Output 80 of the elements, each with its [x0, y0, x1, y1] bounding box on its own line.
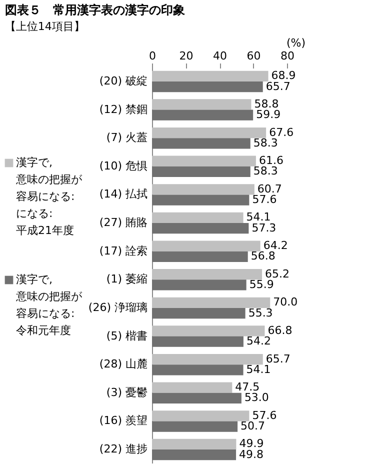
data-label: 65.7 [266, 80, 290, 93]
y-tick-label: (17) 詮索 [99, 244, 148, 258]
data-label: 57.6 [252, 193, 277, 206]
x-tick-label: 0 [149, 50, 156, 62]
bar [152, 308, 246, 319]
y-tick-label: (14) 払拭 [99, 188, 148, 201]
data-label: 65.7 [266, 352, 290, 366]
bar [152, 166, 250, 178]
bar [152, 138, 250, 149]
data-label: 47.5 [235, 380, 260, 394]
chart-title: 図表５ 常用漢字表の漢字の印象 [4, 3, 185, 17]
bar [152, 280, 246, 290]
x-axis-title: (%) [286, 36, 306, 50]
y-tick-label: (22) 進捗 [99, 442, 148, 456]
bar [152, 354, 263, 365]
bar [152, 326, 265, 336]
y-tick-label: (27) 賄賂 [99, 216, 148, 230]
bar [152, 269, 262, 280]
data-label: 49.8 [239, 448, 264, 461]
data-label: 68.9 [271, 69, 296, 82]
y-tick-label: (10) 危惧 [99, 159, 148, 172]
y-tick-label: (3) 憂鬱 [106, 386, 148, 399]
x-tick-label: 40 [213, 50, 227, 62]
bar [152, 450, 236, 460]
data-label: 67.6 [269, 126, 294, 139]
legend-label: 漢字で,意味の把握が容易になる:令和元年度 [15, 273, 83, 337]
bar [152, 382, 232, 393]
bar [152, 110, 254, 120]
data-label: 56.8 [250, 250, 276, 263]
data-label: 49.9 [239, 437, 264, 450]
bar [152, 127, 266, 138]
data-label: 55.9 [249, 278, 274, 291]
y-tick-label: (5) 楷書 [106, 329, 148, 342]
bar [152, 70, 268, 82]
data-label: 53.0 [244, 391, 269, 404]
bar [152, 194, 250, 206]
y-tick-label: (16) 羨望 [99, 414, 148, 428]
bar [152, 364, 244, 376]
bar [152, 410, 250, 422]
data-label: 65.2 [265, 267, 290, 280]
bar [152, 156, 256, 166]
data-label: 58.8 [254, 97, 279, 110]
bar [152, 336, 244, 347]
data-label: 57.6 [252, 408, 277, 422]
data-label: 54.2 [246, 334, 271, 348]
x-tick-label: 80 [280, 50, 294, 62]
data-label: 66.8 [268, 324, 292, 337]
bar [152, 392, 242, 404]
bar [152, 184, 254, 195]
data-label: 64.2 [263, 239, 288, 252]
y-tick-label: (20) 破綻 [99, 74, 148, 88]
bar [152, 438, 236, 450]
data-label: 57.3 [252, 221, 276, 234]
bar [152, 421, 238, 432]
x-tick-label: 20 [179, 50, 194, 62]
x-tick-label: 60 [246, 50, 261, 62]
data-label: 61.6 [258, 154, 284, 168]
y-tick-label: (1) 萎縮 [106, 272, 148, 286]
bar [152, 240, 260, 252]
data-label: 59.9 [256, 108, 281, 122]
y-tick-label: (12) 禁錮 [99, 102, 148, 116]
bar [152, 212, 244, 224]
data-label: 58.3 [253, 136, 278, 150]
bar [152, 223, 249, 234]
y-tick-label: (7) 火蓋 [106, 131, 148, 144]
data-label: 58.3 [253, 164, 278, 178]
text: 【上位14項目】 [4, 20, 85, 33]
bar [152, 251, 248, 262]
legend-label: 漢字で,意味の把握が容易になる:になる:平成21年度 [15, 156, 83, 237]
y-tick-label: (26) 浄瑠璃 [88, 300, 148, 314]
y-tick-label: (28) 山麓 [99, 358, 148, 371]
data-label: 54.1 [246, 210, 271, 224]
data-label: 60.7 [257, 182, 282, 196]
data-label: 50.7 [240, 420, 266, 433]
data-label: 54.1 [246, 362, 271, 376]
data-label: 55.3 [248, 306, 273, 320]
data-label: 70.0 [273, 296, 298, 309]
bar [152, 81, 263, 92]
bar [152, 297, 270, 308]
bar [152, 99, 252, 110]
